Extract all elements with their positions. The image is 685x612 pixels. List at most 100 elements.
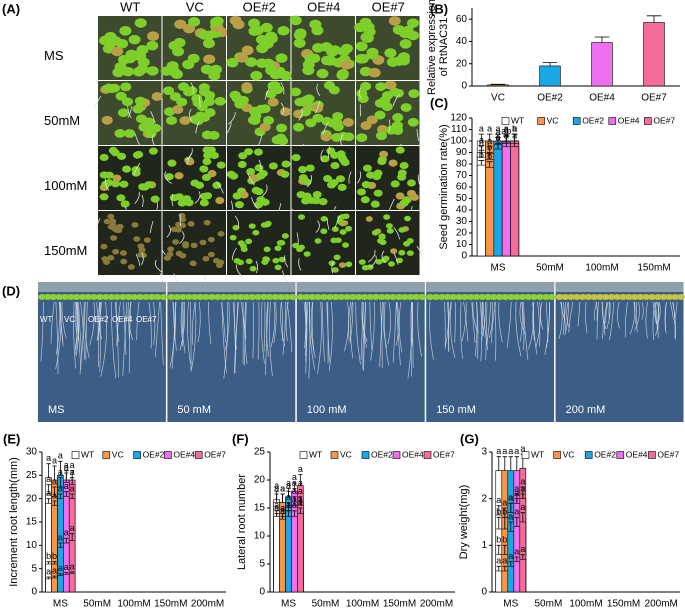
root xyxy=(384,301,390,366)
seedling xyxy=(297,244,305,251)
error-bar xyxy=(280,513,285,520)
seedling xyxy=(261,39,274,49)
seedling xyxy=(337,131,349,141)
seedling xyxy=(160,66,173,76)
root xyxy=(609,301,615,340)
error-bar xyxy=(274,510,279,517)
seedling xyxy=(203,97,215,107)
root xyxy=(263,301,266,352)
error-bar xyxy=(478,149,485,158)
seedling xyxy=(147,31,160,41)
seedling xyxy=(239,243,247,249)
seedling xyxy=(202,38,215,49)
seedling xyxy=(196,294,205,300)
root xyxy=(59,301,64,344)
legend-swatch xyxy=(537,117,545,125)
seedling xyxy=(203,151,213,160)
seedling xyxy=(373,169,383,177)
error-bar xyxy=(514,493,519,504)
x-tick-label: MS xyxy=(281,599,296,610)
seedling xyxy=(175,221,183,228)
root xyxy=(100,301,108,377)
significance-letter: a xyxy=(512,123,517,133)
root xyxy=(563,301,567,332)
y-tick-label: 5 xyxy=(31,563,37,574)
error-bar xyxy=(298,507,303,514)
seedling xyxy=(400,294,409,300)
seedling xyxy=(143,237,151,243)
significance-letter: a xyxy=(520,502,525,512)
seedling xyxy=(199,239,207,246)
seedling xyxy=(288,294,297,300)
seedling xyxy=(100,243,108,250)
y-tick-label: 10 xyxy=(254,531,266,542)
bar xyxy=(495,570,503,593)
y-tick-label: 2 xyxy=(481,493,487,504)
seedling xyxy=(280,107,292,117)
significance-letter: a xyxy=(479,135,484,145)
seedling xyxy=(254,294,263,300)
legend-label: OE#4 xyxy=(173,449,195,459)
seedling xyxy=(400,103,412,112)
seedling xyxy=(334,237,342,244)
root xyxy=(633,301,637,324)
root xyxy=(231,247,237,261)
seedling xyxy=(302,294,311,300)
root xyxy=(252,301,254,359)
root xyxy=(61,301,67,339)
significance-letter: a xyxy=(504,125,509,135)
root xyxy=(191,301,197,370)
y-axis-label: Lateral root number xyxy=(236,474,248,570)
seedling xyxy=(281,160,291,168)
root xyxy=(382,301,388,349)
root xyxy=(357,171,362,184)
legend-label: OE#4 xyxy=(402,449,424,459)
seedling xyxy=(239,191,249,199)
seedling xyxy=(406,179,416,187)
legend-label: OE#7 xyxy=(433,449,455,459)
error-bar xyxy=(286,502,291,511)
seedling xyxy=(274,264,282,271)
row-label: MS xyxy=(44,48,64,63)
root xyxy=(55,301,59,375)
root xyxy=(198,95,201,108)
seedling xyxy=(178,212,186,219)
bar xyxy=(501,146,511,257)
root xyxy=(392,301,397,363)
y-axis-label: of RtNAC31 xyxy=(438,18,450,77)
root xyxy=(410,301,413,377)
root xyxy=(449,301,456,359)
seedling xyxy=(280,170,290,178)
error-bar xyxy=(502,544,507,555)
seedling xyxy=(302,192,312,200)
significance-letter: a xyxy=(70,467,75,477)
x-tick-label: 150mM xyxy=(607,599,640,610)
seedling xyxy=(311,25,324,36)
seedling xyxy=(110,149,120,157)
significance-letter: a xyxy=(292,472,297,482)
seedling xyxy=(312,43,325,53)
seedling xyxy=(320,228,328,235)
significance-letter: a xyxy=(495,123,500,133)
error-bar xyxy=(478,133,485,141)
root xyxy=(471,301,476,343)
bar xyxy=(501,570,509,593)
seedling xyxy=(201,173,211,182)
seedling xyxy=(133,236,141,242)
panel-label: (G) xyxy=(460,431,479,446)
significance-letter: b xyxy=(479,150,484,160)
seedling xyxy=(226,57,239,68)
seedling xyxy=(388,16,401,26)
seedling xyxy=(407,30,420,41)
significance-letter: a xyxy=(520,476,525,486)
seedling xyxy=(146,66,159,76)
significance-letter: a xyxy=(514,483,519,493)
significance-letter: a xyxy=(487,136,492,146)
root xyxy=(388,198,395,211)
y-tick-label: 0 xyxy=(259,587,265,598)
seedling xyxy=(382,255,390,262)
root xyxy=(317,301,322,374)
root xyxy=(188,108,193,122)
seedling xyxy=(174,193,184,201)
seedling xyxy=(590,294,599,300)
